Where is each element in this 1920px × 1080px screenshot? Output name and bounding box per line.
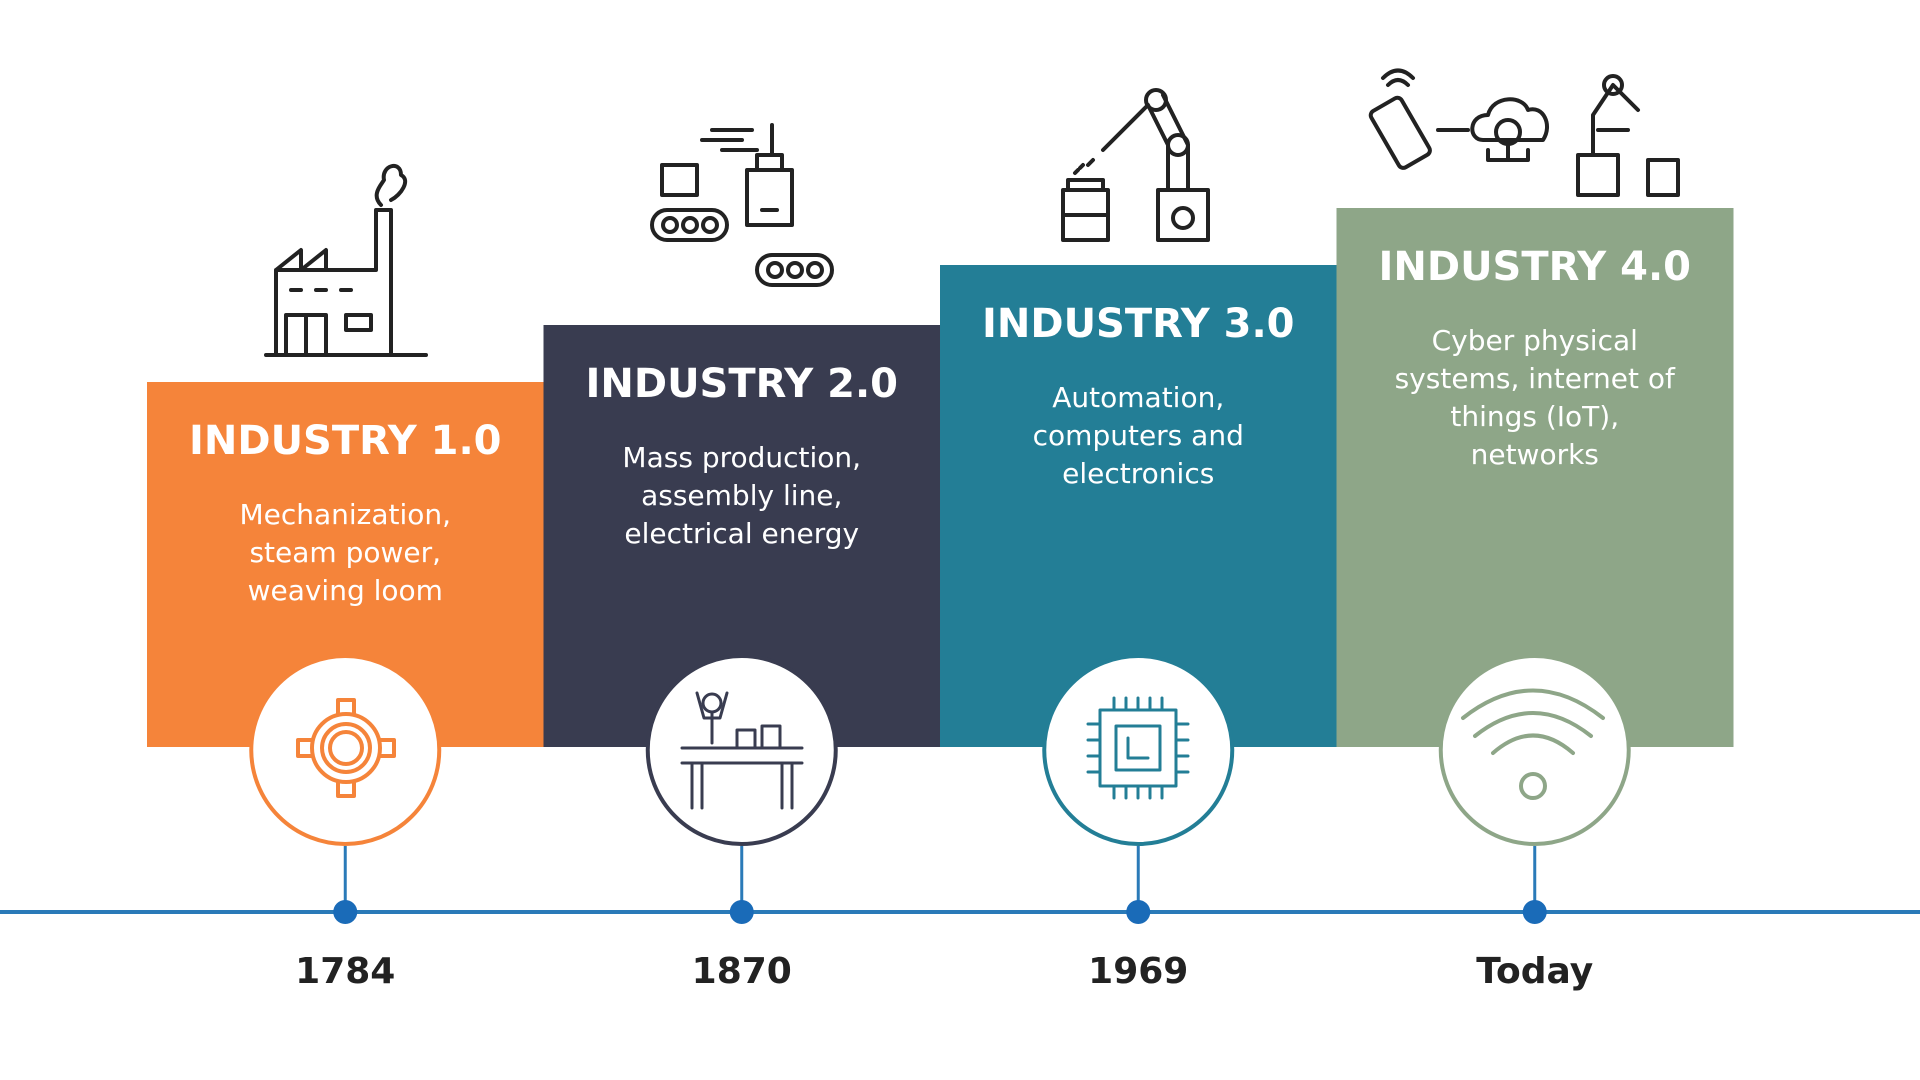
stage-description: Mechanization,: [239, 498, 451, 531]
gear-icon: [296, 698, 396, 798]
stage-year: 1969: [1088, 951, 1188, 992]
wifi-icon: [1461, 688, 1605, 800]
circle-icons: [296, 688, 1605, 810]
icon-circle: [249, 654, 442, 846]
robot-arm-icon: [1061, 88, 1210, 242]
stage-description: systems, internet of: [1395, 362, 1676, 395]
timeline-dot: [333, 900, 358, 924]
factory-icon: [264, 164, 428, 357]
icon-circle: [1438, 654, 1631, 846]
chip-icon: [1086, 696, 1190, 800]
stage-description: computers and: [1033, 419, 1244, 452]
stage-title: INDUSTRY 3.0: [982, 301, 1295, 347]
stage-description: Automation,: [1052, 381, 1224, 414]
stage-description: weaving loom: [248, 574, 443, 607]
conveyor-icon: [650, 123, 834, 287]
stage-year: Today: [1476, 951, 1593, 992]
timeline-dot: [1126, 900, 1151, 924]
timeline-dot: [729, 900, 754, 924]
stage-year: 1870: [692, 951, 792, 992]
iot-icon: [1368, 68, 1680, 197]
stage-description: networks: [1471, 438, 1599, 471]
stage-description: Mass production,: [622, 441, 861, 474]
stage-description: assembly line,: [641, 479, 842, 512]
timeline-dot: [1522, 900, 1547, 924]
stage-description: electronics: [1062, 457, 1214, 490]
stage-description: steam power,: [249, 536, 441, 569]
stage-description: electrical energy: [624, 517, 859, 550]
stage-title: INDUSTRY 2.0: [586, 361, 899, 407]
stage-title: INDUSTRY 4.0: [1379, 244, 1692, 290]
stage-description: things (IoT),: [1450, 400, 1619, 433]
stage-year: 1784: [295, 951, 395, 992]
icon-circle: [645, 654, 838, 846]
icons: [264, 68, 1680, 357]
icon-circle: [1042, 654, 1235, 846]
stage-description: Cyber physical: [1432, 324, 1638, 357]
worker-icon: [680, 691, 804, 810]
stage-title: INDUSTRY 1.0: [189, 418, 502, 464]
